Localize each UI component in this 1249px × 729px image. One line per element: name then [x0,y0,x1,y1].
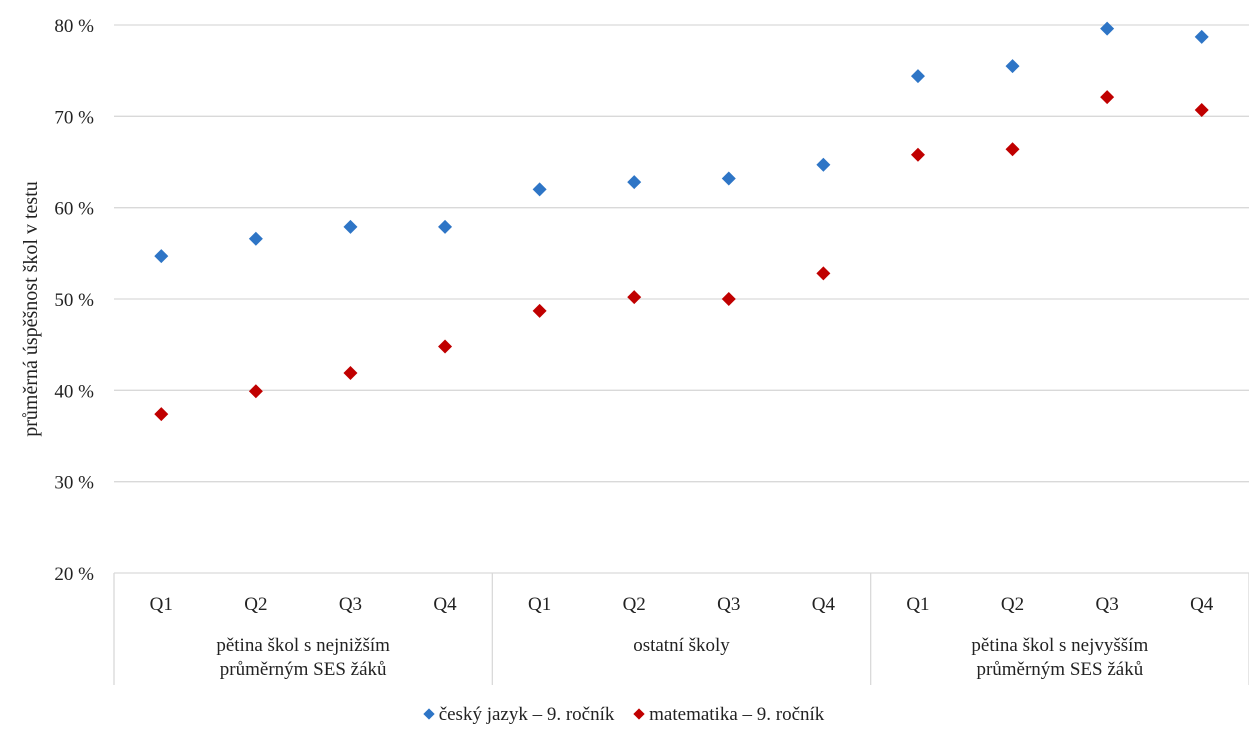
point-cesky [627,175,642,190]
y-tick-label: 30 % [54,473,94,494]
diamond-marker-icon [423,708,435,720]
x-tick-label: Q2 [623,594,646,615]
point-matematika [1100,90,1115,105]
point-cesky [816,157,831,172]
point-cesky [910,69,925,84]
y-tick-label: 20 % [54,564,94,585]
point-matematika [816,266,831,281]
legend: český jazyk – 9. ročník matematika – 9. … [0,704,1249,726]
point-matematika [721,292,736,306]
point-matematika [343,365,358,380]
point-matematika [154,407,169,422]
x-tick-label: Q4 [812,594,836,615]
x-tick-label: Q1 [150,594,173,615]
point-matematika [248,384,263,399]
point-cesky [248,231,263,246]
point-matematika [627,290,642,305]
x-tick-label: Q1 [906,594,929,615]
point-matematika [438,339,453,354]
group-label: pětina škol s nejvyšším [971,635,1148,656]
y-tick-label: 40 % [54,381,94,402]
point-cesky [721,171,736,186]
point-matematika [1194,102,1209,117]
x-tick-label: Q3 [717,594,740,615]
point-matematika [1005,142,1020,157]
y-tick-label: 70 % [54,107,94,128]
x-tick-label: Q1 [528,594,551,615]
point-matematika [532,303,547,318]
group-label: průměrným SES žáků [976,659,1143,680]
point-matematika [910,147,925,162]
point-cesky [438,219,453,234]
point-cesky [1005,59,1020,74]
legend-item-cesky: český jazyk – 9. ročník [423,704,615,726]
point-cesky [532,182,547,197]
legend-item-matematika: matematika – 9. ročník [633,704,825,726]
diamond-marker-icon [633,708,645,720]
x-tick-label: Q3 [339,594,362,615]
x-tick-label: Q2 [1001,594,1024,615]
y-tick-label: 60 % [54,199,94,220]
y-axis-title: průměrná úspěšnost škol v testu [20,181,42,437]
y-tick-label: 50 % [54,290,94,311]
point-cesky [1100,21,1115,36]
group-label: pětina škol s nejnižším [216,635,390,656]
group-label: ostatní školy [633,635,730,656]
point-cesky [343,219,358,234]
group-label: průměrným SES žáků [220,659,387,680]
x-tick-label: Q3 [1096,594,1119,615]
x-tick-label: Q2 [244,594,267,615]
x-tick-label: Q4 [433,594,457,615]
point-cesky [1194,29,1209,44]
legend-label-matematika: matematika – 9. ročník [649,704,825,725]
x-tick-label: Q4 [1190,594,1214,615]
point-cesky [154,249,169,264]
legend-label-cesky: český jazyk – 9. ročník [438,704,615,725]
y-tick-label: 80 % [54,16,94,37]
